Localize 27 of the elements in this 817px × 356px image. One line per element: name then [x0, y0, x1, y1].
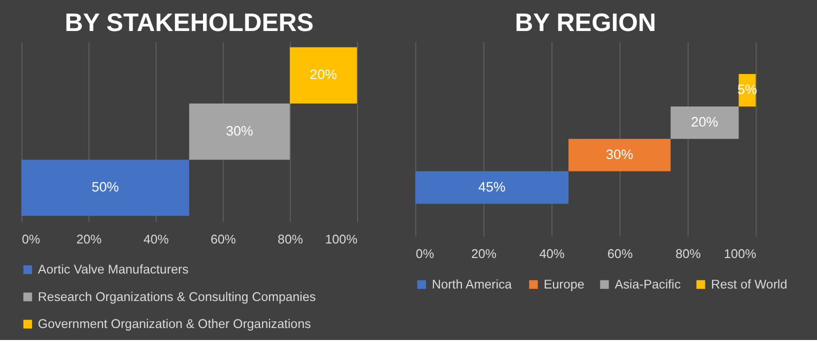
x-tick-label: 40%	[539, 247, 565, 262]
legend-label: Government Organization & Other Organizations	[38, 317, 311, 332]
chart-title: BY STAKEHOLDERS	[64, 8, 314, 37]
legend-label: Europe	[544, 277, 584, 292]
data-label: 45%	[478, 179, 506, 194]
data-label: 30%	[226, 123, 254, 138]
x-tick-label: 100%	[325, 232, 358, 246]
x-tick-label: 0%	[22, 232, 40, 246]
legend-label: Research Organizations & Consulting Companies	[38, 290, 316, 304]
x-tick-label: 100%	[724, 247, 756, 262]
data-label: 30%	[606, 146, 634, 162]
x-tick-label: 60%	[210, 232, 236, 246]
data-label: 50%	[92, 180, 119, 195]
data-label: 20%	[310, 67, 338, 82]
x-tick-label: 80%	[278, 232, 303, 246]
x-tick-label: 20%	[471, 247, 497, 262]
x-tick-label: 60%	[607, 247, 633, 262]
data-label: 20%	[691, 114, 718, 130]
legend-label: Aortic Valve Manufacturers	[38, 262, 189, 277]
x-tick-label: 20%	[76, 232, 102, 246]
x-tick-label: 0%	[416, 247, 434, 262]
legend-label: North America	[432, 277, 513, 292]
x-tick-label: 80%	[675, 247, 701, 262]
legend-label: Asia-Pacific	[614, 277, 681, 292]
x-tick-label: 40%	[143, 232, 169, 246]
legend-label: Rest of World	[710, 277, 788, 292]
chart-title: BY REGION	[514, 8, 656, 37]
